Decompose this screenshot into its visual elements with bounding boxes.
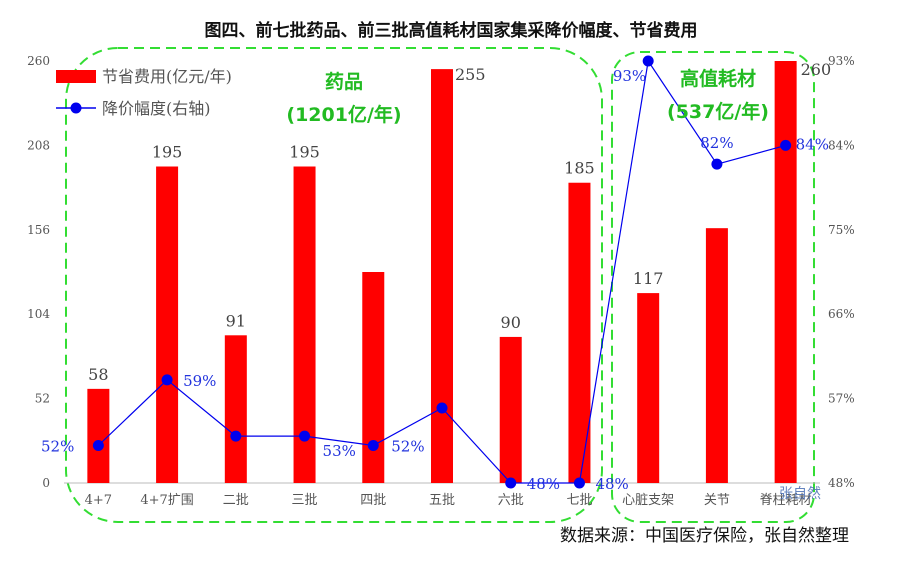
- bar-data-label: 195: [152, 143, 183, 162]
- data-source: 数据来源：中国医疗保险，张自然整理: [560, 526, 849, 546]
- line-data-label: 53%: [323, 442, 356, 460]
- line-point: [161, 374, 173, 386]
- bar-data-label: 90: [501, 313, 521, 332]
- line-data-label: 93%: [613, 67, 646, 85]
- bar: [499, 336, 522, 483]
- group-label-consumables: 高值耗材: [680, 67, 756, 90]
- y-right-tick-label: 93%: [828, 54, 855, 68]
- bar-data-label: 91: [226, 311, 246, 330]
- y-right-tick-label: 66%: [828, 307, 855, 321]
- x-tick-label: 三批: [292, 493, 318, 508]
- bar: [224, 335, 247, 483]
- bar-data-label: 58: [88, 365, 108, 384]
- line-point: [230, 430, 242, 442]
- y-left-tick-label: 0: [42, 476, 50, 490]
- legend-line-marker: [70, 102, 82, 114]
- x-tick-label: 心脏支架: [622, 493, 674, 508]
- bar: [774, 61, 797, 483]
- line-point: [573, 477, 585, 489]
- bar-data-label: 117: [633, 269, 664, 288]
- group-total-drugs: (1201亿/年): [286, 103, 401, 126]
- line-data-label: 52%: [391, 437, 424, 455]
- x-tick-label: 七批: [566, 493, 592, 508]
- bar-data-label: 260: [801, 60, 832, 79]
- line-point: [436, 402, 448, 414]
- y-left-tick-label: 208: [27, 138, 50, 152]
- line-point: [505, 477, 517, 489]
- x-tick-label: 4+7: [85, 493, 112, 508]
- y-left-tick-label: 260: [27, 54, 50, 68]
- bar-data-label: 195: [289, 143, 320, 162]
- group-box-consumables: [611, 51, 815, 523]
- line-point: [299, 430, 311, 442]
- line-data-label: 48%: [527, 475, 560, 493]
- y-right-tick-label: 84%: [828, 138, 855, 152]
- line-point: [711, 158, 723, 170]
- group-label-drugs: 药品: [325, 70, 363, 93]
- bar-data-label: 185: [564, 159, 595, 178]
- chart-title: 图四、前七批药品、前三批高值耗材国家集采降价幅度、节省费用: [205, 20, 698, 41]
- bar-data-label: 255: [455, 65, 486, 84]
- line-data-label: 59%: [183, 372, 216, 390]
- line-data-label: 52%: [41, 437, 74, 455]
- bar: [637, 293, 660, 483]
- y-right-tick-label: 75%: [828, 223, 855, 237]
- bar: [87, 388, 110, 483]
- line-data-label: 48%: [595, 475, 628, 493]
- bar: [431, 69, 453, 483]
- y-left-tick-label: 156: [27, 223, 50, 237]
- legend-line-label: 降价幅度(右轴): [102, 99, 211, 118]
- x-tick-label: 关节: [704, 493, 730, 508]
- x-tick-label: 五批: [429, 493, 455, 508]
- line-point: [780, 139, 792, 151]
- line-data-label: 82%: [700, 134, 733, 152]
- bar: [293, 166, 316, 483]
- group-total-consumables: (537亿/年): [667, 100, 769, 123]
- watermark: 张自然: [779, 485, 821, 502]
- legend-bar-label: 节省费用(亿元/年): [102, 67, 232, 86]
- group-box-drugs: [65, 47, 603, 523]
- y-right-tick-label: 48%: [828, 476, 855, 490]
- line-point: [642, 55, 654, 67]
- line-point: [367, 439, 379, 451]
- y-left-tick-label: 104: [27, 307, 50, 321]
- y-right-tick-label: 57%: [828, 392, 855, 406]
- bar: [362, 272, 385, 483]
- x-tick-label: 六批: [498, 493, 524, 508]
- bar: [705, 228, 728, 483]
- bar: [156, 166, 179, 483]
- line-point: [92, 439, 104, 451]
- x-tick-label: 二批: [223, 493, 249, 508]
- line-data-label: 84%: [796, 135, 829, 153]
- x-tick-label: 脊柱耗材: [760, 493, 812, 508]
- x-tick-label: 4+7扩围: [140, 493, 193, 508]
- bar: [568, 182, 591, 483]
- x-tick-label: 四批: [360, 493, 386, 508]
- y-left-tick-label: 52: [35, 392, 50, 406]
- legend-bar-swatch: [56, 70, 96, 83]
